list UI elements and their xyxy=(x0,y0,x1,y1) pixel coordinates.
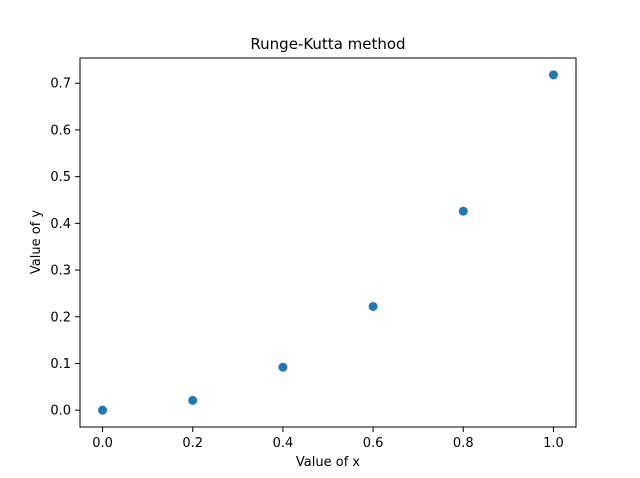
data-point xyxy=(459,207,468,216)
y-axis: 0.0 0.1 0.2 0.3 0.4 0.5 0.6 0.7 xyxy=(50,77,80,419)
data-point xyxy=(369,302,378,311)
plot-area xyxy=(80,58,576,427)
x-tick-label: 0.8 xyxy=(453,436,474,451)
x-tick-label: 0.4 xyxy=(273,436,294,451)
x-tick-label: 0.6 xyxy=(363,436,384,451)
y-tick-label: 0.7 xyxy=(50,77,71,92)
y-tick-label: 0.3 xyxy=(50,264,71,279)
chart-title: Runge-Kutta method xyxy=(250,35,405,53)
y-tick-label: 0.4 xyxy=(50,217,71,232)
data-point xyxy=(188,396,197,405)
x-axis: 0.0 0.2 0.4 0.6 0.8 1.0 xyxy=(92,427,564,451)
data-point xyxy=(278,363,287,372)
x-tick-label: 1.0 xyxy=(543,436,564,451)
x-axis-label: Value of x xyxy=(296,455,360,470)
data-point xyxy=(549,70,558,79)
y-axis-label: Value of y xyxy=(29,210,44,274)
y-tick-label: 0.2 xyxy=(50,310,71,325)
y-tick-label: 0.5 xyxy=(50,170,71,185)
y-tick-label: 0.6 xyxy=(50,123,71,138)
data-point xyxy=(98,406,107,415)
x-tick-label: 0.2 xyxy=(182,436,203,451)
y-tick-label: 0.1 xyxy=(50,357,71,372)
data-points xyxy=(98,70,558,414)
y-tick-label: 0.0 xyxy=(50,404,71,419)
x-tick-label: 0.0 xyxy=(92,436,113,451)
